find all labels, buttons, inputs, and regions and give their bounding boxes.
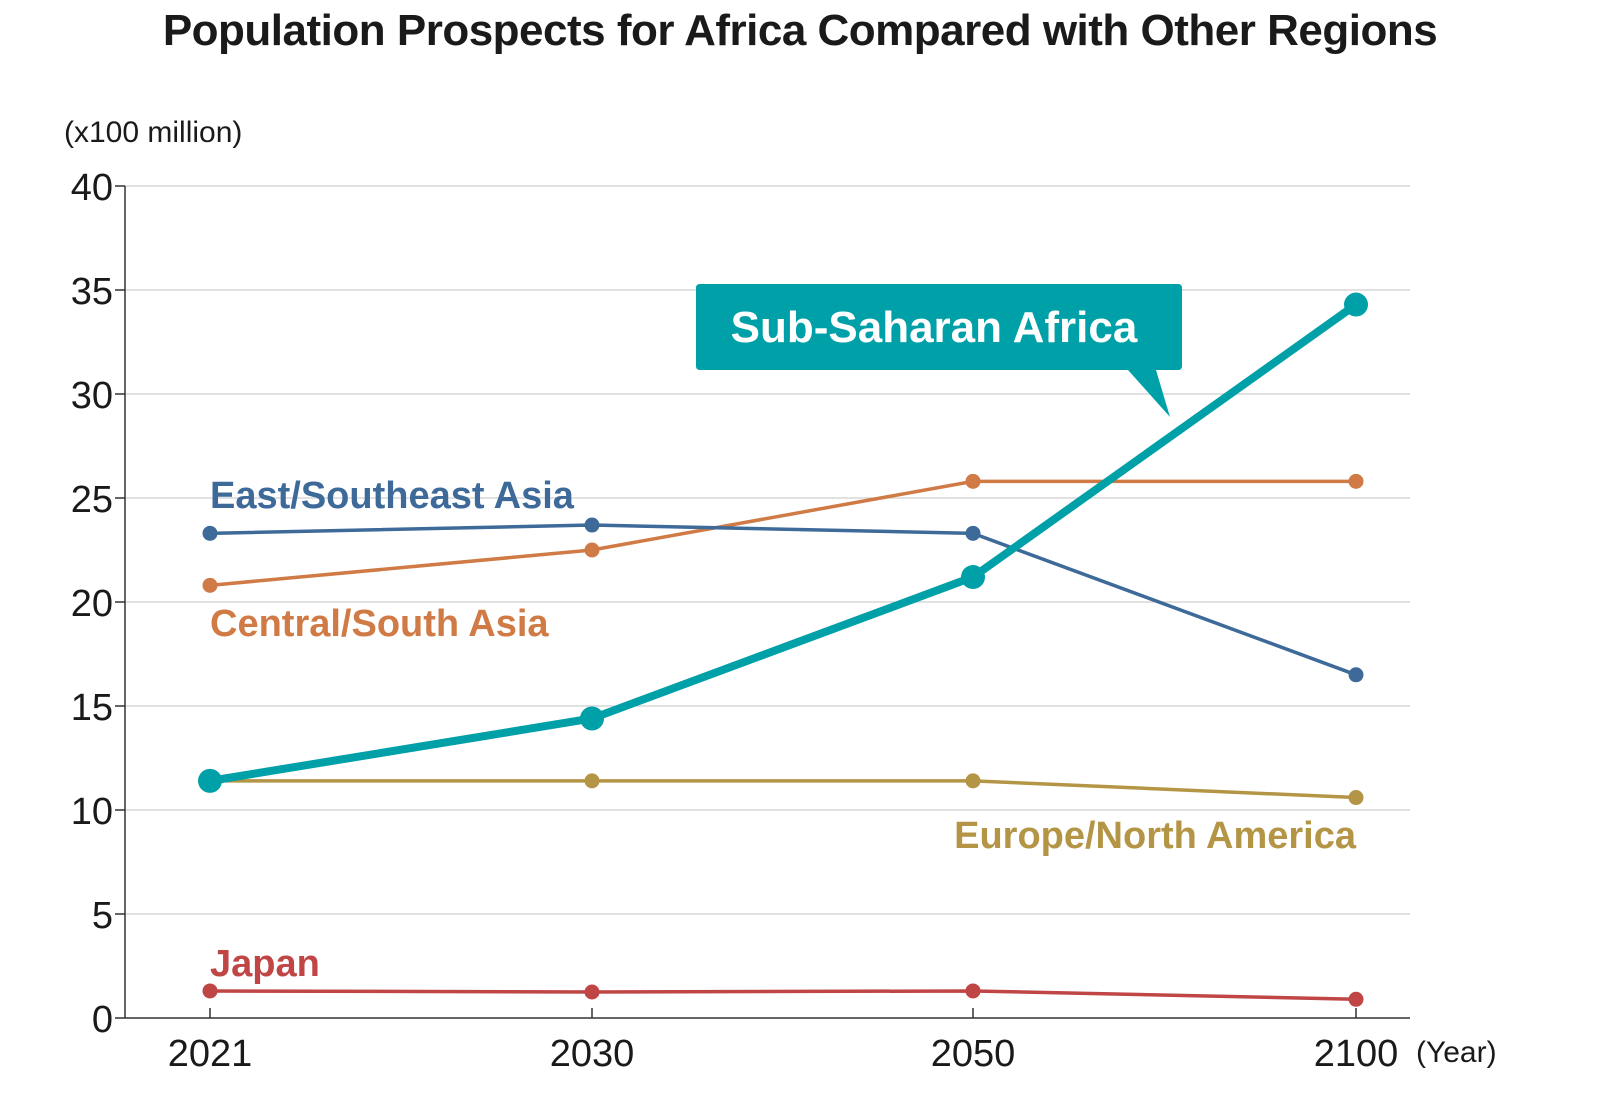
y-tick-label: 0 [92,999,113,1041]
data-point [965,773,981,789]
y-tick-label: 10 [71,791,113,833]
data-point [580,706,604,731]
series-label: Central/South Asia [210,603,549,645]
y-tick-label: 5 [92,895,113,937]
series-label: Japan [210,943,320,985]
y-tick-label: 35 [71,271,113,313]
data-point [584,773,600,789]
y-tick-label: 30 [71,375,113,417]
data-point [584,542,600,558]
data-point [584,984,600,1000]
data-point [1344,292,1368,317]
series-line [208,523,1358,677]
series-label: East/Southeast Asia [210,475,575,517]
x-tick-label: 2030 [550,1033,635,1075]
callout-box [696,284,1182,417]
data-point [202,577,218,593]
y-tick-label: 15 [71,687,113,729]
axes: 0 5 10 15 20 25 30 35 40 2021 2030 2050 2100 (x100 mi… [64,116,1497,1075]
callout-label: Sub-Saharan Africa [731,303,1138,352]
data-point [202,525,218,541]
y-tick-label: 20 [71,583,113,625]
series-label: Europe/North America [954,815,1357,857]
data-point [1348,667,1364,683]
data-point [965,525,981,541]
y-axis-unit-label: (x100 million) [64,116,242,149]
x-tick-label: 2021 [168,1033,253,1075]
x-tick-label: 2100 [1314,1033,1399,1075]
chart-title: Population Prospects for Africa Compared… [162,6,1438,55]
x-axis-unit-label: (Year) [1416,1036,1497,1069]
data-point [1348,790,1364,806]
data-point [198,768,222,793]
series-line [206,300,1360,785]
series-lines [198,292,1368,1007]
series-labels: East/Southeast Asia Central/South Asia Eur… [210,284,1357,985]
data-point [965,983,981,999]
grid-lines [125,185,1410,915]
x-tick-label: 2050 [931,1033,1016,1075]
data-point [965,473,981,489]
data-point [584,517,600,533]
y-tick-label: 40 [71,167,113,209]
data-point [202,983,218,999]
series-line [208,989,1358,1002]
series-line [208,479,1358,588]
data-point [1348,991,1364,1007]
data-point [961,565,985,590]
data-point [1348,473,1364,489]
series-line [208,779,1358,800]
y-tick-label: 25 [71,479,113,521]
